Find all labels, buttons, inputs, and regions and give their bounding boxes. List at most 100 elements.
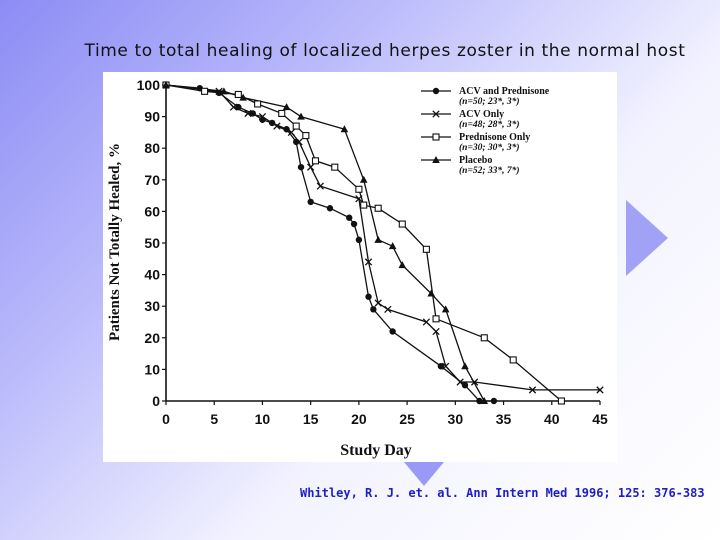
data-point-acv-and-prednisone [215,89,223,97]
data-point-prednisone-only [292,122,300,130]
data-point-acv-and-prednisone [476,397,483,405]
data-point-acv-only [470,378,479,386]
y-axis-label: Patients Not Totally Healed, % [107,143,123,341]
data-point-acv-only [422,318,431,326]
x-marker-stroke [215,87,223,95]
x-marker-stroke [432,327,440,336]
data-point-acv-only [316,182,324,190]
x-marker-stroke [364,258,373,266]
data-point-placebo [359,175,368,183]
data-point-placebo [282,103,291,111]
x-tick-label: 5 [210,411,218,427]
y-tick-label: 60 [144,203,160,219]
data-point-acv-and-prednisone [307,198,314,206]
data-point-placebo [398,261,407,269]
y-tick-label: 40 [144,267,160,283]
data-point-prednisone-only [360,201,368,209]
slide-title: Time to total healing of localized herpe… [84,41,686,61]
data-point-acv-and-prednisone [437,363,445,370]
data-point-acv-and-prednisone [350,220,358,228]
data-point-placebo [388,242,397,250]
data-point-acv-and-prednisone [370,306,377,313]
x-marker-stroke [596,386,604,394]
data-point-prednisone-only [480,334,488,342]
data-point-acv-only [355,195,363,203]
x-marker-stroke [456,378,464,386]
data-point-acv-only [258,112,267,121]
legend-detail-acv-and-prednisone: (n=50; 23*, 3*) [459,96,520,107]
data-point-acv-only [596,386,604,394]
decorative-chevron-right [626,200,668,276]
x-marker-stroke [258,112,267,121]
x-marker-stroke [229,103,238,111]
y-tick-label: 90 [144,109,160,125]
data-point-acv-and-prednisone [490,397,498,405]
data-point-prednisone-only [422,245,430,253]
data-point-placebo [297,112,305,120]
legend-detail-placebo: (n=52; 33*, 7*) [459,165,520,176]
data-point-acv-only [273,122,281,130]
data-point-acv-only [295,138,303,146]
data-point-prednisone-only [254,100,262,108]
legend-marker-placebo [432,156,440,163]
data-point-acv-only [374,299,382,307]
data-point-acv-only [364,258,373,266]
citation: Whitley, R. J. et. al. Ann Intern Med 19… [300,486,705,500]
data-point-acv-and-prednisone [461,382,469,389]
x-tick-label: 0 [162,411,170,427]
x-marker-stroke [528,386,537,394]
legend-label-prednisone-only: Prednisone Only [459,132,530,143]
data-point-acv-and-prednisone [268,119,276,127]
series-line-acv-only [165,84,600,391]
data-point-prednisone-only [278,109,286,117]
series-line-acv-and-prednisone [165,84,494,402]
data-point-placebo [239,93,247,101]
data-point-acv-only [244,109,252,118]
y-tick-label: 80 [144,140,160,156]
x-tick-label: 25 [399,411,415,427]
data-point-acv-and-prednisone [235,103,242,111]
y-tick-label: 100 [137,77,161,93]
x-tick-label: 35 [496,411,512,427]
x-marker-stroke [355,195,363,203]
series-line-placebo [165,84,485,402]
data-point-acv-only [307,163,315,171]
data-point-acv-and-prednisone [259,116,266,123]
x-marker-stroke [422,318,431,326]
x-marker-stroke [287,128,296,137]
legend-label-placebo: Placebo [459,155,492,166]
legend-label-acv-and-prednisone: ACV and Prednisone [459,86,550,97]
data-point-acv-and-prednisone [297,163,305,171]
data-point-acv-only [287,128,296,137]
chart-panel: 0 5 10 15 20 25 30 35 40 45 0 10 20 30 40 50 60 70 80 90 100… [103,72,617,462]
data-point-acv-and-prednisone [389,328,396,335]
data-point-prednisone-only [331,163,339,171]
data-point-prednisone-only [355,185,363,193]
data-point-placebo [441,305,450,313]
data-point-prednisone-only [509,356,517,364]
data-point-prednisone-only [201,87,209,95]
legend-detail-acv-only: (n=48; 28*, 3*) [459,119,520,130]
data-point-prednisone-only [302,132,310,140]
data-point-placebo [461,362,469,370]
decorative-chevron-down [404,462,444,486]
data-point-acv-and-prednisone [249,110,256,117]
y-tick-label: 0 [152,393,160,409]
x-tick-label: 20 [351,411,367,427]
y-tick-label: 70 [144,172,160,188]
data-point-acv-only [384,305,392,314]
y-tick-label: 30 [144,298,160,314]
x-tick-label: 45 [592,411,608,427]
survival-line-chart: 0 5 10 15 20 25 30 35 40 45 0 10 20 30 40 50 60 70 80 90 100… [107,77,608,459]
data-point-acv-and-prednisone [283,126,290,133]
data-point-prednisone-only [374,204,382,212]
data-point-acv-only [442,362,450,370]
data-point-acv-and-prednisone [326,205,334,212]
legend-marker-acv-and-prednisone [432,87,440,95]
data-point-prednisone-only [398,220,406,228]
x-marker-stroke [316,182,324,190]
x-marker-stroke [384,305,392,314]
x-tick-label: 30 [448,411,464,427]
x-marker-stroke [442,362,450,370]
x-marker-stroke [307,163,315,171]
